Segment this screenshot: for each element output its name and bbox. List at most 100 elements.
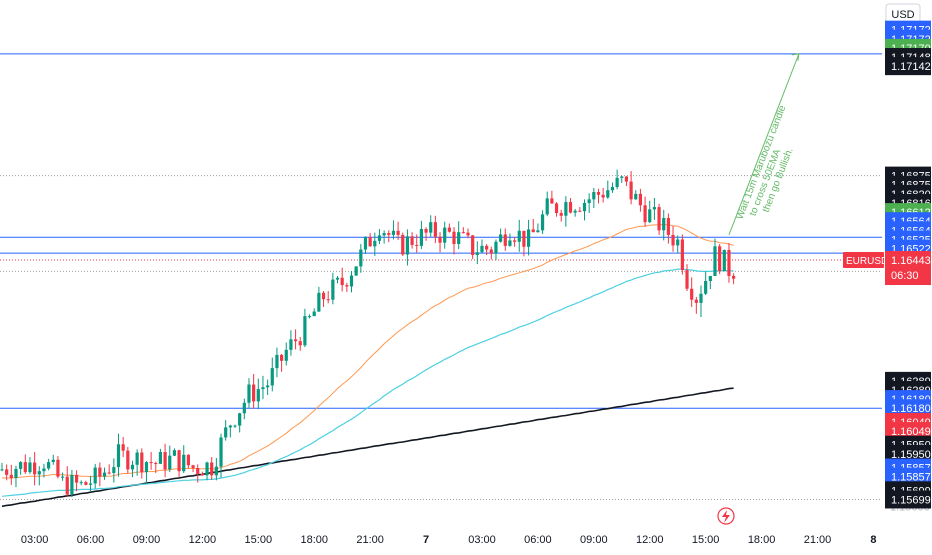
candle (708, 275, 712, 290)
candle (224, 420, 228, 441)
candle (578, 207, 582, 213)
candle (37, 466, 41, 486)
lightning-icon[interactable] (717, 507, 735, 525)
time-label: 03:00 (21, 534, 49, 546)
candle (312, 308, 316, 317)
candle (638, 188, 643, 212)
candle (228, 424, 232, 438)
price-label-text: 1.16049 (891, 426, 931, 438)
candle (643, 196, 647, 227)
candle (303, 308, 307, 348)
candle (410, 232, 414, 249)
candle (28, 457, 32, 474)
currency-button[interactable]: USD (885, 3, 921, 25)
candle (196, 464, 200, 483)
candle (457, 221, 461, 250)
price-label[interactable]: 1.15699 (885, 490, 931, 509)
price-label[interactable]: 1.16049 (885, 422, 931, 441)
candle (158, 448, 163, 464)
candle (205, 461, 209, 481)
candle (363, 236, 368, 255)
candle (354, 266, 358, 276)
candle (377, 228, 382, 245)
time-label: 15:00 (692, 534, 720, 546)
symbol-badge[interactable]: EURUSD 1.16443 06:30 (843, 251, 931, 285)
candle (485, 244, 489, 255)
horizontal-levels (0, 53, 882, 500)
candle (233, 424, 237, 428)
candle (140, 448, 144, 479)
candle (289, 330, 293, 356)
candle (610, 182, 615, 193)
candle (461, 227, 465, 234)
countdown-text: 06:30 (891, 270, 919, 282)
candle (471, 234, 475, 260)
candle (615, 169, 619, 190)
candle (65, 466, 69, 498)
time-label: 12:00 (636, 534, 664, 546)
candle (387, 230, 391, 243)
price-axis[interactable]: USD1.156001.171721.171721.171701.171481.… (843, 0, 932, 550)
candle (415, 234, 419, 253)
candle (51, 454, 55, 465)
candle (424, 227, 428, 241)
candle (718, 244, 722, 275)
candle (293, 329, 298, 350)
time-label: 06:00 (524, 534, 552, 546)
price-label[interactable]: 1.15857 (885, 467, 931, 486)
candle (517, 219, 521, 252)
candle (335, 275, 340, 284)
candle (531, 218, 535, 233)
candle (186, 454, 190, 469)
time-label: 8 (870, 534, 876, 546)
candle (70, 469, 74, 498)
candle (396, 221, 400, 240)
candle (242, 398, 246, 420)
candle (680, 234, 684, 275)
candle (494, 239, 498, 260)
time-label: 7 (423, 534, 429, 546)
annotation-arrow[interactable] (728, 53, 800, 236)
price-label[interactable]: 1.16180 (885, 399, 931, 418)
candle (559, 209, 563, 222)
candle (321, 291, 326, 307)
price-label[interactable]: 1.17142 (885, 57, 931, 76)
candle (14, 465, 18, 488)
candle (582, 199, 587, 221)
time-label: 15:00 (245, 534, 273, 546)
price-label-text: 1.15950 (891, 449, 931, 461)
candle (9, 464, 13, 485)
candle (405, 229, 410, 266)
price-label-text: 1.15857 (891, 472, 931, 484)
candle (536, 223, 540, 233)
candle (154, 461, 158, 474)
candle (499, 228, 503, 243)
candle (657, 203, 661, 235)
candle (23, 454, 27, 474)
candle (359, 244, 363, 273)
candle (5, 464, 9, 481)
candle (606, 180, 610, 199)
candle (252, 374, 256, 409)
ema-200-line (1, 387, 734, 508)
candle (522, 230, 526, 257)
currency-label: USD (891, 9, 914, 21)
candle (42, 463, 46, 478)
candle (130, 460, 135, 478)
candle (554, 202, 559, 217)
symbol-text: EURUSD (846, 256, 888, 267)
candle (564, 196, 568, 227)
candle (149, 452, 153, 470)
candle (349, 270, 354, 293)
candle (722, 249, 726, 272)
candle (373, 232, 377, 256)
time-axis: 03:00 06:00 09:00 12:00 15:00 18:00 21:00 7 03:0… (21, 507, 876, 546)
candle (275, 347, 279, 378)
candle (144, 461, 149, 484)
price-label[interactable]: 1.15950 (885, 444, 931, 463)
candle (182, 445, 186, 474)
candle (685, 264, 689, 292)
